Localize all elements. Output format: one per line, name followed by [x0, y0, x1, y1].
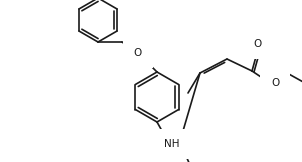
Text: O: O: [254, 39, 262, 49]
Text: O: O: [134, 48, 142, 58]
Text: O: O: [271, 78, 279, 88]
Text: NH: NH: [164, 139, 180, 149]
